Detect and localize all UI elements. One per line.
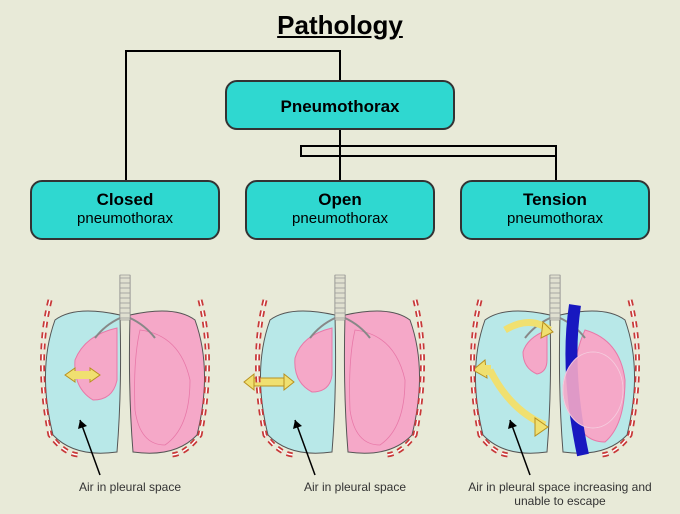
lung-panel-tension <box>455 260 655 460</box>
conn-h1 <box>125 50 341 52</box>
title-text: Pathology <box>277 10 403 40</box>
page-title: Pathology <box>0 10 680 41</box>
lung-panel-open <box>240 260 440 460</box>
lung-svg <box>240 260 440 480</box>
branch-title: Closed <box>36 190 214 210</box>
branch-sub: pneumothorax <box>466 210 644 228</box>
branch-sub: pneumothorax <box>251 210 429 228</box>
lung-svg <box>455 260 655 480</box>
conn-v-mid2 <box>300 145 302 157</box>
caption-text: Air in pleural space <box>79 480 181 494</box>
conn-left-down <box>125 50 127 180</box>
conn-h2b <box>300 155 555 157</box>
root-box-label: Pneumothorax <box>280 97 399 116</box>
branch-box-open: Open pneumothorax <box>245 180 435 240</box>
branch-sub: pneumothorax <box>36 210 214 228</box>
caption-open: Air in pleural space <box>280 480 430 494</box>
conn-h2 <box>300 145 555 147</box>
branch-title: Open <box>251 190 429 210</box>
conn-right-down <box>555 145 557 180</box>
caption-text: Air in pleural space <box>304 480 406 494</box>
branch-title: Tension <box>466 190 644 210</box>
branch-box-closed: Closed pneumothorax <box>30 180 220 240</box>
caption-tension: Air in pleural space increasing and unab… <box>465 480 655 508</box>
root-box: Pneumothorax <box>225 80 455 130</box>
diagram-canvas: Pathology Pneumothorax Closed pneumothor… <box>0 0 680 514</box>
caption-text: Air in pleural space increasing and unab… <box>468 480 651 508</box>
lung-svg <box>25 260 225 480</box>
branch-box-tension: Tension pneumothorax <box>460 180 650 240</box>
conn-root-down <box>339 50 341 80</box>
caption-closed: Air in pleural space <box>55 480 205 494</box>
lung-panel-closed <box>25 260 225 460</box>
